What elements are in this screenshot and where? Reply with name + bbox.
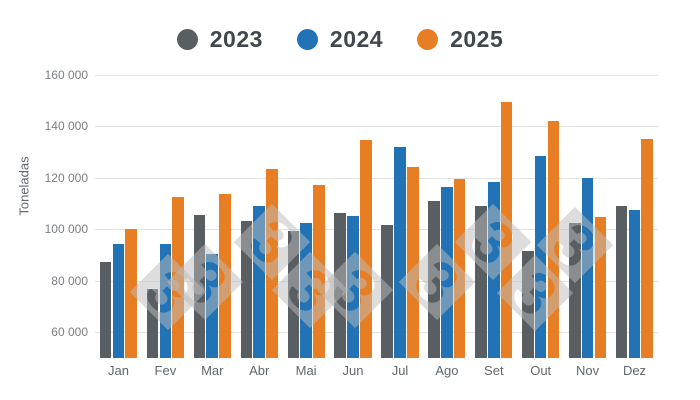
gridline-60000 [95,332,658,334]
bar-group-Fev [146,197,184,358]
gridline-160000 [95,74,658,76]
bar-2025-Ago [453,179,466,358]
legend-item-2023[interactable]: 2023 [176,26,263,53]
y-tick-label: 100 000 [44,222,88,237]
bar-2025-Jun [359,140,372,358]
gridline-140000 [95,126,658,128]
bar-group-Out [522,121,560,358]
bar-group-Set [475,102,513,358]
y-tick-label: 160 000 [44,67,88,82]
y-tick-label: 140 000 [44,119,88,134]
bar-2023-Out [522,251,534,358]
bar-2025-Fev [172,197,184,358]
bar-2025-Abr [266,168,278,358]
x-axis-label-Jan: Jan [108,363,129,378]
bar-2023-Dez [615,206,628,358]
legend: 2023 2024 2025 [0,26,680,53]
bar-group-Jan [99,229,138,358]
bar-2025-Dez [641,138,654,358]
bar-2024-Ago [441,187,453,358]
x-axis-label-Fev: Fev [154,363,177,378]
bar-2024-Nov [581,178,594,358]
bar-2025-Mai [313,185,325,358]
gridline-100000 [95,229,658,231]
bar-2025-Mar [219,193,231,358]
x-axis-label-Mai: Mai [295,363,317,378]
bar-2024-Mar [206,254,219,358]
bar-2024-Abr [253,206,265,358]
bar-2023-Ago [428,201,440,358]
x-axis-label-Abr: Abr [249,363,270,378]
bar-2024-Mai [300,223,312,358]
y-tick-label: 80 000 [51,273,88,288]
bar-2023-Mai [287,230,300,358]
x-axis-label-Dez: Dez [622,363,647,378]
y-tick-label: 60 000 [51,325,88,340]
bar-group-Ago [428,179,466,358]
bar-2024-Jan [112,243,125,358]
x-axis-label-Jun: Jun [342,363,364,378]
y-tick-label: 120 000 [44,170,88,185]
bar-2024-Set [487,182,500,358]
bar-group-Mar [193,193,231,358]
legend-item-2025[interactable]: 2025 [417,26,503,53]
bar-2023-Mar [193,215,206,358]
legend-dot-2023 [176,29,198,50]
bar-group-Jun [334,140,372,358]
bar-2023-Abr [240,220,253,358]
x-axis-label-Mar: Mar [201,363,224,378]
legend-dot-2025 [417,29,439,50]
plot-area: Jan Fev Mar Abr Mai Jun Jul Ago Set Out Nov Dez [95,62,658,378]
bar-group-Mai [287,185,325,358]
bar-group-Abr [240,168,278,358]
bar-2023-Set [475,206,487,358]
y-axis-tick-labels: 60 000 80 000 100 000 120 000 140 000 160 000 [0,62,88,358]
bar-2025-Out [547,121,560,358]
legend-dot-2024 [296,29,318,50]
legend-label: 2023 [209,26,263,52]
bar-2023-Jun [334,212,346,358]
legend-label: 2024 [329,26,384,52]
x-axis-label-Out: Out [530,363,552,378]
bar-2025-Set [500,102,513,358]
bar-2024-Jun [347,216,359,358]
bar-group-Nov [569,178,607,358]
bar-2024-Out [534,155,547,358]
bar-2025-Nov [594,217,607,358]
bar-2023-Fev [146,289,159,358]
x-axis-label-Nov: Nov [576,363,600,378]
bar-2025-Jan [125,229,138,358]
x-axis-label-Set: Set [484,363,504,378]
bar-2023-Nov [569,223,581,358]
x-axis-label-Jul: Jul [391,363,409,378]
x-axis-label-Ago: Ago [435,363,459,378]
legend-label: 2025 [450,26,504,52]
bar-2024-Fev [159,244,172,358]
gridline-120000 [95,177,658,179]
bar-2023-Jan [99,262,112,358]
bar-group-Jul [381,147,419,358]
legend-item-2024[interactable]: 2024 [296,26,384,53]
bar-2024-Jul [394,147,406,358]
bar-2025-Jul [406,166,419,358]
bar-2024-Dez [628,210,641,358]
bar-2023-Jul [381,224,393,358]
bar-group-Dez [615,138,654,358]
